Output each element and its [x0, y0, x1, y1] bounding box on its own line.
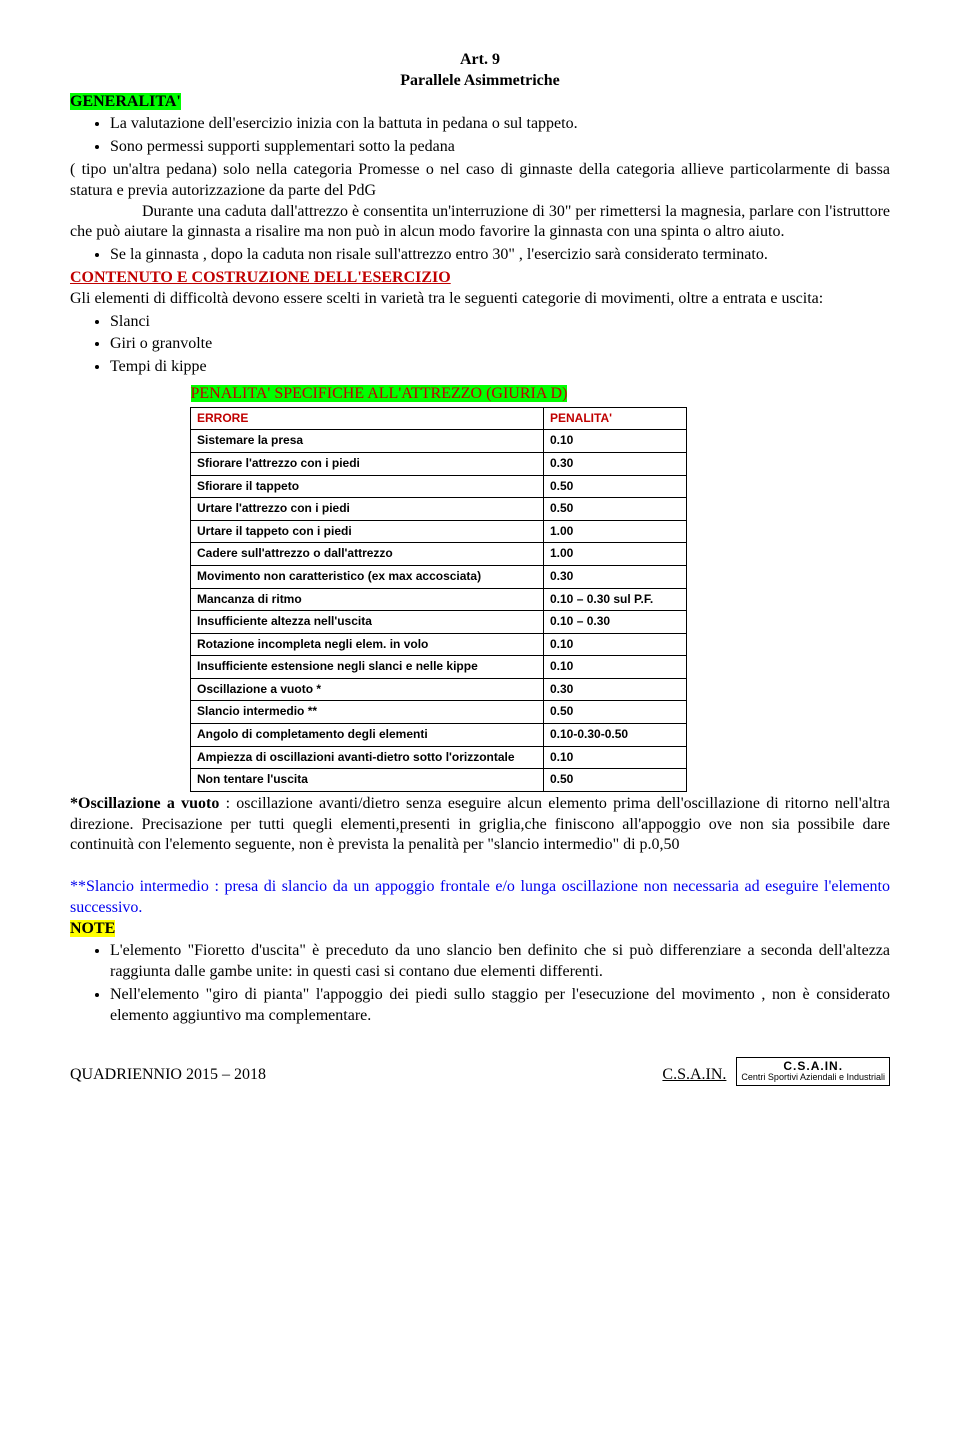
- cell-penalita: 0.50: [544, 475, 687, 498]
- paragraph: Durante una caduta dall'attrezzo è conse…: [70, 202, 890, 244]
- slancio-note: **Slancio intermedio : presa di slancio …: [70, 877, 890, 919]
- oscillazione-note: *Oscillazione a vuoto : oscillazione ava…: [70, 794, 890, 856]
- list-item: Giri o granvolte: [110, 334, 890, 355]
- cell-errore: Rotazione incompleta negli elem. in volo: [191, 633, 544, 656]
- list-item: Slanci: [110, 312, 890, 333]
- cell-penalita: 1.00: [544, 520, 687, 543]
- list-item: L'elemento "Fioretto d'uscita" è precedu…: [110, 941, 890, 983]
- list-item: La valutazione dell'esercizio inizia con…: [110, 114, 890, 135]
- cell-errore: Sfiorare l'attrezzo con i piedi: [191, 452, 544, 475]
- table-row: Movimento non caratteristico (ex max acc…: [191, 565, 687, 588]
- oscillazione-lead: *Oscillazione a vuoto: [70, 795, 219, 812]
- generalita-list: La valutazione dell'esercizio inizia con…: [70, 114, 890, 158]
- table-row: Sfiorare il tappeto0.50: [191, 475, 687, 498]
- list-text: Slanci: [110, 313, 150, 330]
- cell-errore: Urtare il tappeto con i piedi: [191, 520, 544, 543]
- cell-errore: Ampiezza di oscillazioni avanti-dietro s…: [191, 746, 544, 769]
- cell-penalita: 0.10: [544, 633, 687, 656]
- cell-penalita: 0.30: [544, 678, 687, 701]
- cell-errore: Insufficiente estensione negli slanci e …: [191, 656, 544, 679]
- cell-penalita: 0.10: [544, 656, 687, 679]
- list-text: La valutazione dell'esercizio inizia con…: [110, 115, 578, 132]
- table-row: Ampiezza di oscillazioni avanti-dietro s…: [191, 746, 687, 769]
- table-row: Slancio intermedio **0.50: [191, 701, 687, 724]
- list-text: Se la ginnasta , dopo la caduta non risa…: [110, 246, 768, 263]
- table-caption: PENALITA' SPECIFICHE ALL'ATTREZZO (GIURI…: [191, 385, 568, 402]
- article-title: Parallele Asimmetriche: [70, 71, 890, 92]
- table-row: Urtare l'attrezzo con i piedi0.50: [191, 498, 687, 521]
- cell-errore: Movimento non caratteristico (ex max acc…: [191, 565, 544, 588]
- contenuto-list: Slanci Giri o granvolte Tempi di kippe: [70, 312, 890, 378]
- cell-errore: Non tentare l'uscita: [191, 769, 544, 792]
- cell-errore: Angolo di completamento degli elementi: [191, 724, 544, 747]
- cell-penalita: 0.10-0.30-0.50: [544, 724, 687, 747]
- list-item: Sono permessi supporti supplementari sot…: [110, 137, 890, 158]
- table-row: Sfiorare l'attrezzo con i piedi0.30: [191, 452, 687, 475]
- table-row: Insufficiente altezza nell'uscita0.10 – …: [191, 611, 687, 634]
- article-number: Art. 9: [70, 50, 890, 71]
- penalty-table: PENALITA' SPECIFICHE ALL'ATTREZZO (GIURI…: [190, 382, 687, 792]
- cell-errore: Sfiorare il tappeto: [191, 475, 544, 498]
- list-text: Nell'elemento "giro di pianta" l'appoggi…: [110, 986, 890, 1024]
- list-item: Nell'elemento "giro di pianta" l'appoggi…: [110, 985, 890, 1027]
- table-row: Urtare il tappeto con i piedi1.00: [191, 520, 687, 543]
- table-row: Cadere sull'attrezzo o dall'attrezzo1.00: [191, 543, 687, 566]
- cell-penalita: 0.10 – 0.30: [544, 611, 687, 634]
- th-penalita: PENALITA': [544, 407, 687, 430]
- note-list: L'elemento "Fioretto d'uscita" è precedu…: [70, 941, 890, 1026]
- table-row: Sistemare la presa0.10: [191, 430, 687, 453]
- cell-errore: Oscillazione a vuoto *: [191, 678, 544, 701]
- paragraph: ( tipo un'altra pedana) solo nella categ…: [70, 160, 890, 202]
- list-item: Se la ginnasta , dopo la caduta non risa…: [110, 245, 890, 266]
- th-errore: ERRORE: [191, 407, 544, 430]
- cell-errore: Cadere sull'attrezzo o dall'attrezzo: [191, 543, 544, 566]
- note-heading: NOTE: [70, 920, 115, 937]
- page-footer: QUADRIENNIO 2015 – 2018 C.S.A.IN. C.S.A.…: [70, 1057, 890, 1086]
- cell-penalita: 0.30: [544, 565, 687, 588]
- cell-penalita: 0.50: [544, 701, 687, 724]
- table-row: Mancanza di ritmo0.10 – 0.30 sul P.F.: [191, 588, 687, 611]
- table-row: Insufficiente estensione negli slanci e …: [191, 656, 687, 679]
- footer-logo: C.S.A.IN. Centri Sportivi Aziendali e In…: [736, 1057, 890, 1086]
- table-header-row: ERRORE PENALITA': [191, 407, 687, 430]
- generalita-list-2: Se la ginnasta , dopo la caduta non risa…: [70, 245, 890, 266]
- cell-penalita: 0.30: [544, 452, 687, 475]
- contenuto-intro: Gli elementi di difficoltà devono essere…: [70, 289, 890, 310]
- cell-penalita: 0.10 – 0.30 sul P.F.: [544, 588, 687, 611]
- list-text: Sono permessi supporti supplementari sot…: [110, 138, 455, 155]
- logo-sub: Centri Sportivi Aziendali e Industriali: [741, 1073, 885, 1083]
- generalita-heading: GENERALITA': [70, 93, 181, 110]
- table-row: Angolo di completamento degli elementi0.…: [191, 724, 687, 747]
- cell-errore: Insufficiente altezza nell'uscita: [191, 611, 544, 634]
- footer-right: C.S.A.IN.: [662, 1065, 726, 1086]
- cell-penalita: 0.10: [544, 430, 687, 453]
- cell-errore: Urtare l'attrezzo con i piedi: [191, 498, 544, 521]
- durante-text: Durante una caduta dall'attrezzo è conse…: [70, 203, 890, 241]
- cell-errore: Slancio intermedio **: [191, 701, 544, 724]
- logo-top: C.S.A.IN.: [741, 1060, 885, 1073]
- list-text: Tempi di kippe: [110, 358, 207, 375]
- cell-errore: Mancanza di ritmo: [191, 588, 544, 611]
- cell-errore: Sistemare la presa: [191, 430, 544, 453]
- table-row: Rotazione incompleta negli elem. in volo…: [191, 633, 687, 656]
- cell-penalita: 0.10: [544, 746, 687, 769]
- list-text: L'elemento "Fioretto d'uscita" è precedu…: [110, 942, 890, 980]
- list-item: Tempi di kippe: [110, 357, 890, 378]
- footer-left: QUADRIENNIO 2015 – 2018: [70, 1065, 266, 1086]
- cell-penalita: 1.00: [544, 543, 687, 566]
- cell-penalita: 0.50: [544, 498, 687, 521]
- contenuto-heading: CONTENUTO E COSTRUZIONE DELL'ESERCIZIO: [70, 269, 451, 286]
- list-text: Giri o granvolte: [110, 335, 212, 352]
- cell-penalita: 0.50: [544, 769, 687, 792]
- table-row: Non tentare l'uscita0.50: [191, 769, 687, 792]
- table-row: Oscillazione a vuoto *0.30: [191, 678, 687, 701]
